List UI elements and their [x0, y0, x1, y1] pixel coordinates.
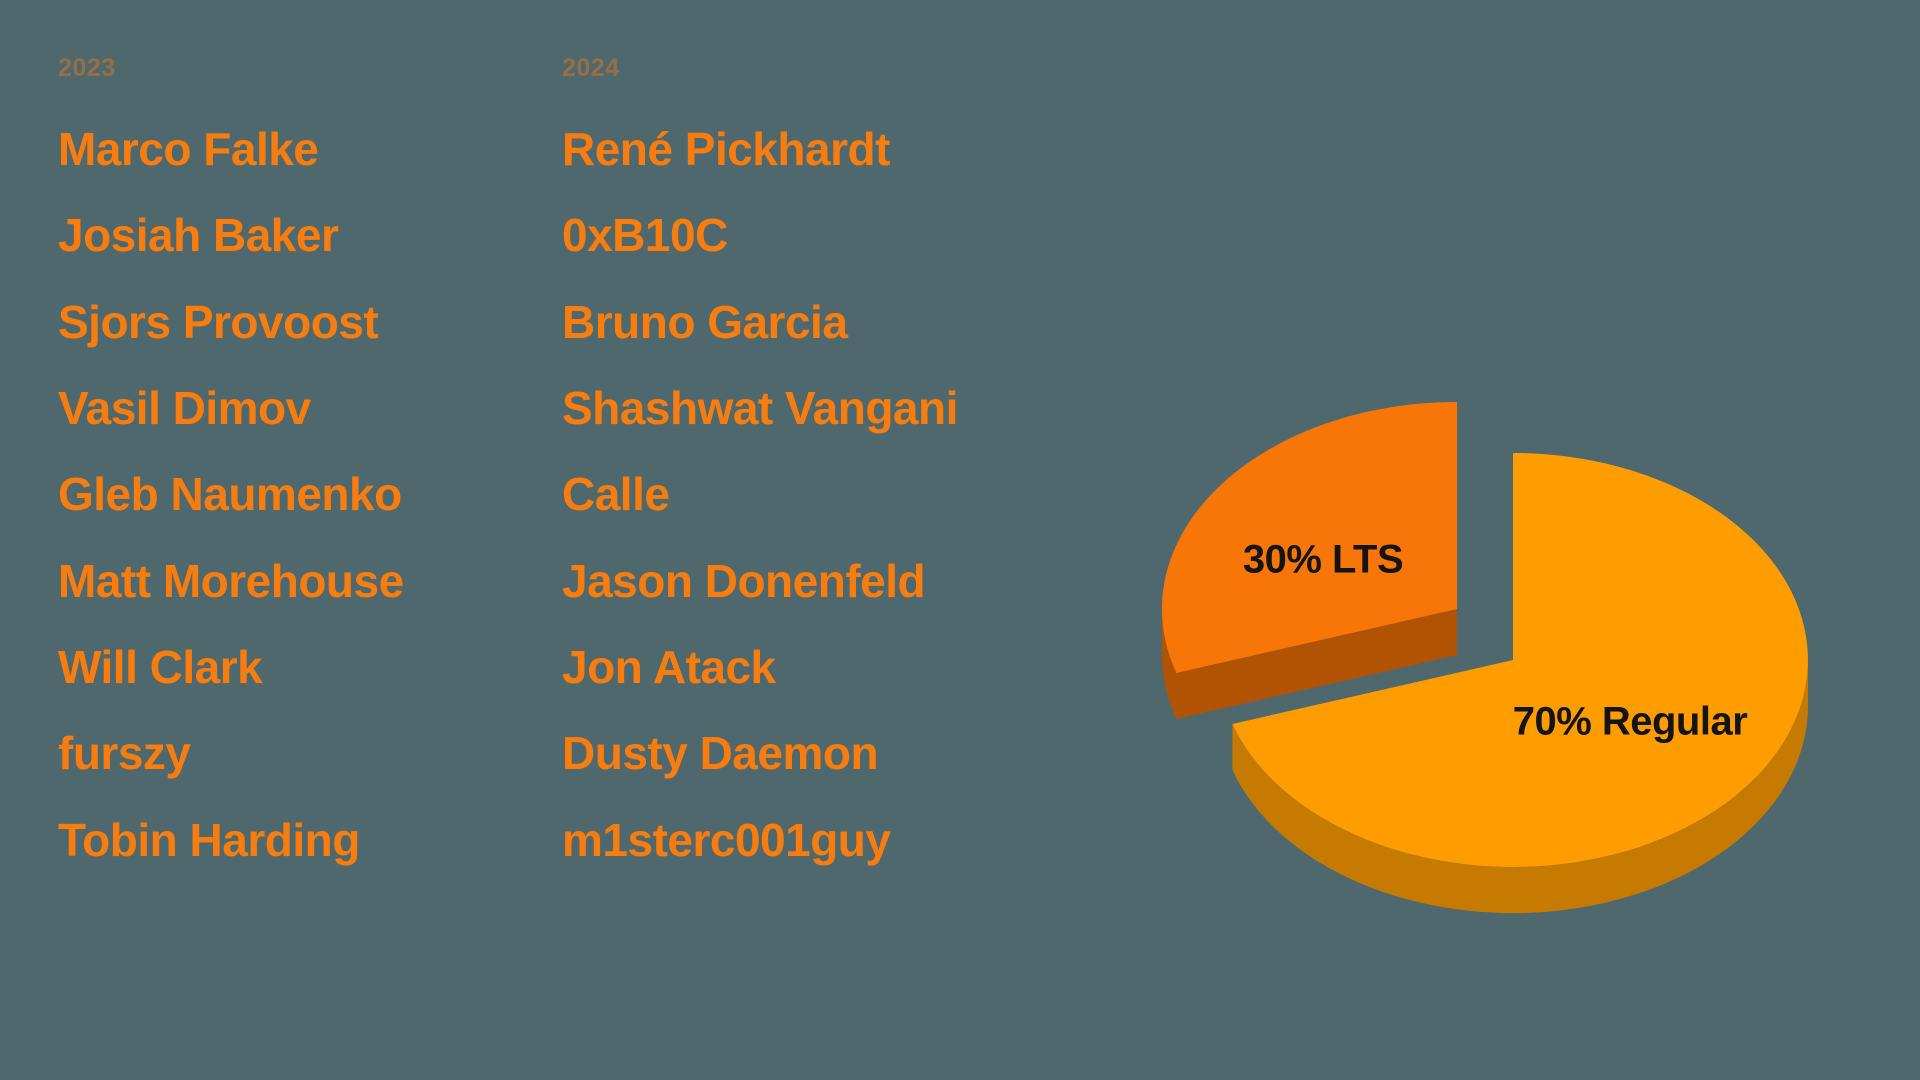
pie-label-regular: 70% Regular [1512, 699, 1748, 744]
contributor-name: Matt Morehouse [58, 554, 404, 607]
pie-label-lts: 30% LTS [1242, 537, 1404, 582]
contributor-name: Dusty Daemon [562, 727, 879, 780]
column-header-2024: 2024 [562, 54, 620, 82]
contributor-name: Marco Falke [58, 123, 319, 176]
contributor-name: Jon Atack [562, 640, 776, 693]
pie-slice-regular [1232, 453, 1808, 868]
contributor-name: Tobin Harding [58, 813, 360, 866]
column-header-2023: 2023 [58, 54, 116, 82]
contributor-name: furszy [58, 727, 191, 780]
contributor-list-2023: Marco Falke Josiah Baker Sjors Provoost Vas… [58, 106, 404, 883]
contributor-name: Calle [562, 468, 670, 521]
contributor-name: Josiah Baker [58, 209, 339, 262]
pie-slice-lts [1161, 402, 1457, 673]
contributor-name: Bruno Garcia [562, 295, 848, 348]
contributor-name: Shashwat Vangani [562, 382, 958, 435]
contributor-name: Vasil Dimov [58, 382, 311, 435]
contributor-list-2024: René Pickhardt 0xB10C Bruno Garcia Shashwat… [562, 106, 958, 883]
pie-slice-lts-side [1162, 609, 1457, 719]
contributor-name: Jason Donenfeld [562, 554, 926, 607]
contributor-name: 0xB10C [562, 209, 728, 262]
contributor-name: Will Clark [58, 640, 263, 693]
contributor-name: Gleb Naumenko [58, 468, 402, 521]
contributor-name: René Pickhardt [562, 123, 890, 176]
pie-slice-regular-side [1232, 660, 1808, 914]
contributor-name: Sjors Provoost [58, 295, 379, 348]
contributor-name: m1sterc001guy [562, 813, 891, 866]
